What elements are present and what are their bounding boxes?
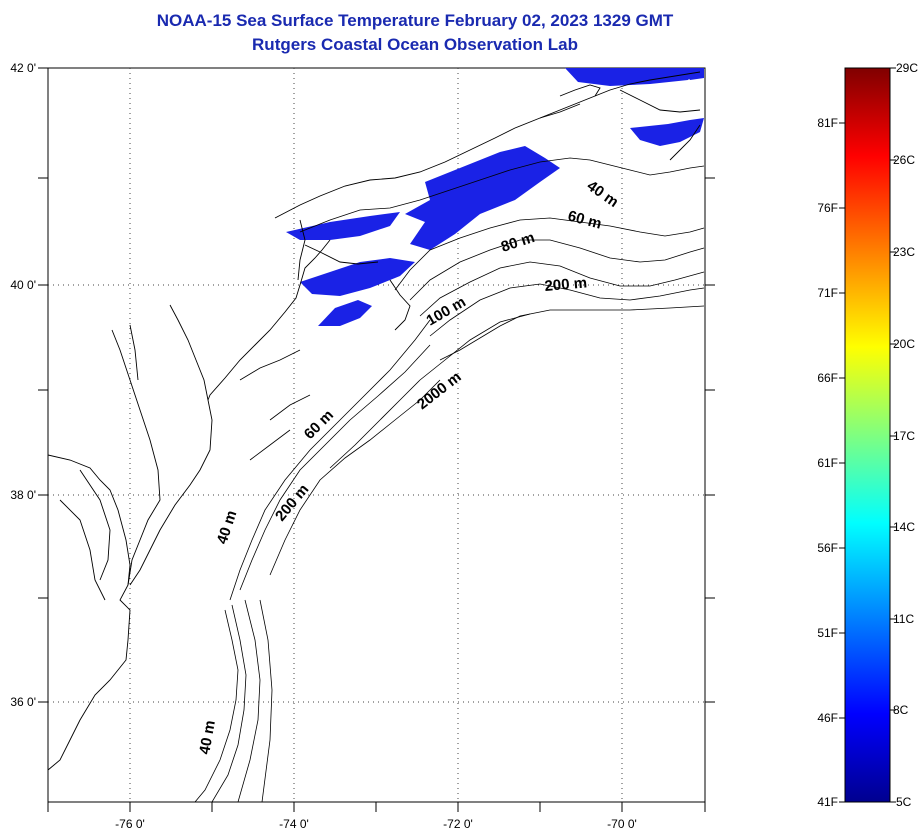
celsius-label: 23C bbox=[893, 245, 915, 259]
celsius-label: 26C bbox=[893, 153, 915, 167]
sst-patch bbox=[318, 300, 372, 326]
colorbar-gradient bbox=[844, 67, 891, 803]
sst-data-patches bbox=[286, 68, 704, 326]
lat-label: 42 0' bbox=[10, 61, 36, 75]
longitude-labels: -76 0' -74 0' -72 0' -70 0' bbox=[115, 817, 637, 831]
fahrenheit-label: 41F bbox=[817, 795, 838, 809]
celsius-labels: 29C 26C 23C 20C 17C 14C 11C 8C 5C bbox=[893, 61, 918, 809]
celsius-label: 14C bbox=[893, 520, 915, 534]
fahrenheit-label: 61F bbox=[817, 456, 838, 470]
lat-label: 36 0' bbox=[10, 695, 36, 709]
lon-label: -74 0' bbox=[279, 817, 309, 831]
sst-patch bbox=[565, 68, 700, 86]
celsius-label: 20C bbox=[893, 337, 915, 351]
fahrenheit-labels: 81F 76F 71F 66F 61F 56F 51F 46F 41F bbox=[817, 116, 838, 809]
fahrenheit-label: 76F bbox=[817, 201, 838, 215]
fahrenheit-label: 81F bbox=[817, 116, 838, 130]
colorbar: 29C 26C 23C 20C 17C 14C 11C 8C 5C 81F 76… bbox=[817, 61, 918, 809]
fahrenheit-label: 46F bbox=[817, 711, 838, 725]
fahrenheit-label: 71F bbox=[817, 286, 838, 300]
coastline bbox=[48, 71, 701, 771]
sst-patch bbox=[680, 68, 704, 80]
lon-label: -72 0' bbox=[443, 817, 473, 831]
lon-label: -70 0' bbox=[607, 817, 637, 831]
celsius-label: 17C bbox=[893, 429, 915, 443]
fahrenheit-label: 56F bbox=[817, 541, 838, 555]
lat-label: 38 0' bbox=[10, 488, 36, 502]
map-title: NOAA-15 Sea Surface Temperature February… bbox=[156, 11, 674, 30]
frame-ticks bbox=[38, 67, 715, 812]
fahrenheit-label: 51F bbox=[817, 626, 838, 640]
contour-label: 200 m bbox=[544, 274, 588, 295]
sst-patch bbox=[405, 146, 560, 250]
celsius-label: 8C bbox=[893, 703, 909, 717]
celsius-label: 11C bbox=[893, 612, 914, 626]
bathymetry-contours bbox=[194, 157, 705, 802]
lat-label: 40 0' bbox=[10, 278, 36, 292]
sst-patch bbox=[286, 212, 400, 240]
lon-label: -76 0' bbox=[115, 817, 145, 831]
contour-label: 40 m bbox=[196, 719, 219, 756]
map-subtitle: Rutgers Coastal Ocean Observation Lab bbox=[252, 35, 578, 54]
celsius-label: 5C bbox=[896, 795, 912, 809]
sst-patch bbox=[630, 118, 704, 146]
sst-patch bbox=[300, 258, 415, 296]
latitude-labels: 42 0' 40 0' 38 0' 36 0' bbox=[10, 61, 36, 709]
celsius-label: 29C bbox=[896, 61, 918, 75]
fahrenheit-label: 66F bbox=[817, 371, 838, 385]
